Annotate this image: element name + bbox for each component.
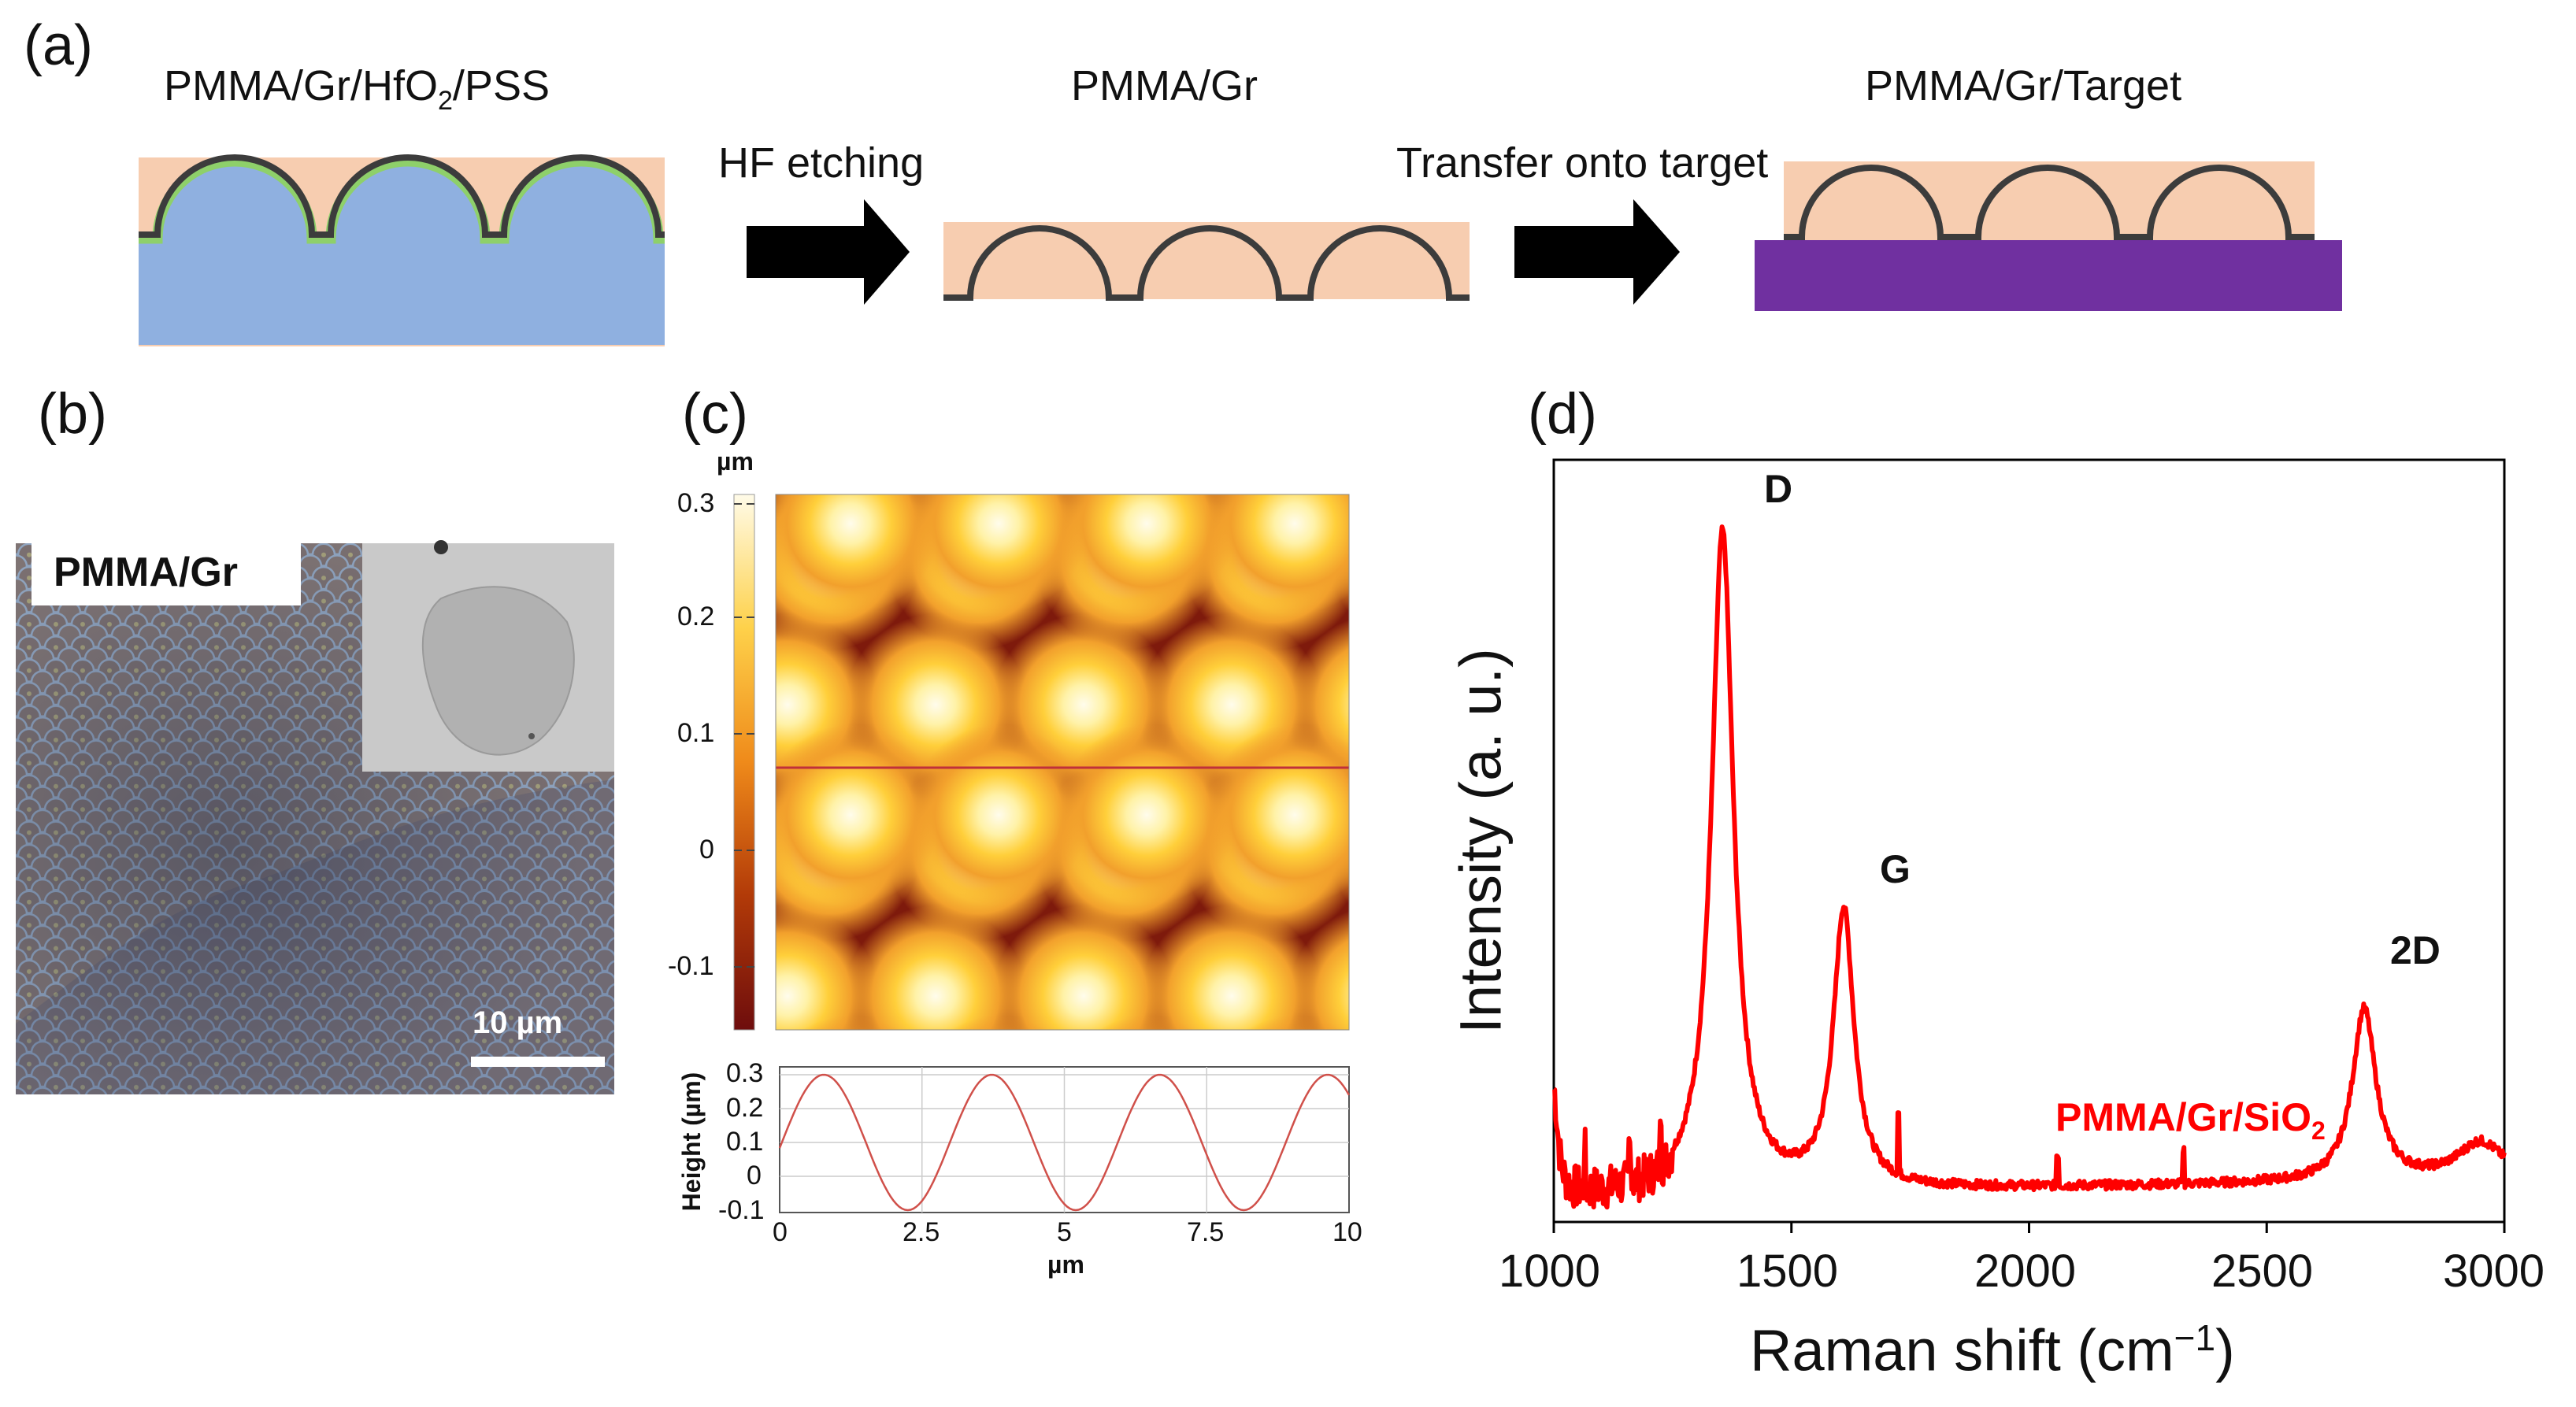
afm-dome xyxy=(1339,494,1349,499)
schematic-diagram xyxy=(139,154,2342,346)
pss-substrate xyxy=(139,161,665,345)
profile-xlabel: µm xyxy=(1047,1250,1084,1279)
afm-dome xyxy=(1331,505,1349,613)
arrow2-label: Transfer onto target xyxy=(1396,139,1769,187)
stage3-schematic xyxy=(1755,161,2342,311)
raman-xtick: 1000 xyxy=(1499,1246,1601,1297)
height-profile-plot xyxy=(778,1066,1351,1213)
colorbar-tick: 0.1 xyxy=(677,718,715,748)
afm-dome xyxy=(1056,724,1237,905)
afm-dome xyxy=(1098,1016,1195,1030)
afm-dome xyxy=(802,1016,899,1030)
panel-d-label: (d) xyxy=(1528,383,1597,446)
colorbar-unit: µm xyxy=(717,447,754,476)
afm-dome xyxy=(895,494,977,504)
raman-xtick: 2500 xyxy=(2211,1246,2314,1297)
profile-xtick: 5 xyxy=(1057,1217,1072,1247)
afm-dome xyxy=(1204,494,1349,614)
graphene-layer xyxy=(139,154,665,238)
afm-dome xyxy=(776,724,941,905)
afm-dome xyxy=(1056,494,1237,614)
profile-xtick: 10 xyxy=(1332,1217,1362,1247)
raman-plot-frame xyxy=(1552,458,2506,1224)
profile-xtick: 7.5 xyxy=(1187,1217,1225,1247)
colorbar-tick: 0.2 xyxy=(677,602,715,631)
sample-label-box xyxy=(32,539,301,605)
afm-dome xyxy=(1204,724,1349,905)
arrow-right-icon xyxy=(1514,199,1680,305)
afm-dome xyxy=(776,494,941,614)
panel-c-label: (c) xyxy=(682,383,748,446)
panel-b-label: (b) xyxy=(38,383,107,446)
profile-xtick: 0 xyxy=(773,1217,788,1247)
afm-dome xyxy=(908,494,1089,614)
arrow-right-icon xyxy=(747,199,910,305)
afm-dome xyxy=(950,1016,1047,1030)
afm-height-map xyxy=(776,433,1533,1197)
raman-xtick: 1500 xyxy=(1736,1246,1839,1297)
profile-ytick: 0 xyxy=(747,1161,762,1190)
afm-dome xyxy=(908,724,1089,905)
raman-xtick: 2000 xyxy=(1974,1246,2077,1297)
afm-dome xyxy=(1191,494,1273,504)
profile-series xyxy=(778,1073,1351,1212)
afm-dome xyxy=(1289,910,1349,1030)
colorbar-tick: -0.1 xyxy=(668,951,714,981)
peak-g-label: G xyxy=(1880,847,1911,891)
sample-label: PMMA/Gr xyxy=(54,550,238,595)
arrow1-label: HF etching xyxy=(718,139,925,187)
inset-image xyxy=(362,540,614,772)
raman-ylabel: Intensity (a. u.) xyxy=(1447,648,1514,1034)
pmma-layer xyxy=(1784,161,2315,240)
scale-bar xyxy=(471,1057,605,1067)
stage1-caption: PMMA/Gr/HfO2/PSS xyxy=(164,62,550,116)
afm-dome xyxy=(1352,1016,1533,1197)
profile-ytick: 0.1 xyxy=(726,1127,764,1157)
panel-a-label: (a) xyxy=(24,14,93,77)
afm-dome xyxy=(1043,494,1125,504)
colorbar xyxy=(733,494,755,1031)
raman-xlabel: Raman shift (cm−1) xyxy=(1750,1317,2235,1383)
hfo2-layer xyxy=(139,156,665,244)
afm-dome xyxy=(1352,433,1533,614)
raman-xtick: 3000 xyxy=(2443,1246,2545,1297)
profile-ytick: -0.1 xyxy=(718,1195,765,1225)
profile-ytick: 0.2 xyxy=(726,1093,764,1123)
stage2-schematic xyxy=(943,222,1470,301)
colorbar-tick: 0 xyxy=(699,835,714,865)
peak-2d-label: 2D xyxy=(2390,928,2441,972)
pmma-layer xyxy=(943,222,1470,299)
stage2-caption: PMMA/Gr xyxy=(1071,62,1258,109)
profile-xtick: 2.5 xyxy=(903,1217,940,1247)
scale-bar-label: 10 µm xyxy=(473,1005,563,1040)
stage3-caption: PMMA/Gr/Target xyxy=(1865,62,2182,109)
afm-dome xyxy=(776,494,828,504)
profile-ytick: 0.3 xyxy=(726,1058,764,1088)
target-substrate xyxy=(1755,240,2342,311)
raman-series xyxy=(1552,524,2507,1210)
peak-d-label: D xyxy=(1764,467,1793,511)
graphene-layer xyxy=(943,225,1470,301)
series-legend: PMMA/Gr/SiO2 xyxy=(2055,1095,2326,1145)
stage1-schematic xyxy=(139,154,665,346)
profile-ylabel: Height (µm) xyxy=(677,1072,706,1212)
afm-dome xyxy=(1246,1016,1344,1030)
colorbar-tick: 0.3 xyxy=(677,488,715,518)
graphene-layer xyxy=(1784,165,2315,240)
optical-micrograph xyxy=(16,540,614,1094)
